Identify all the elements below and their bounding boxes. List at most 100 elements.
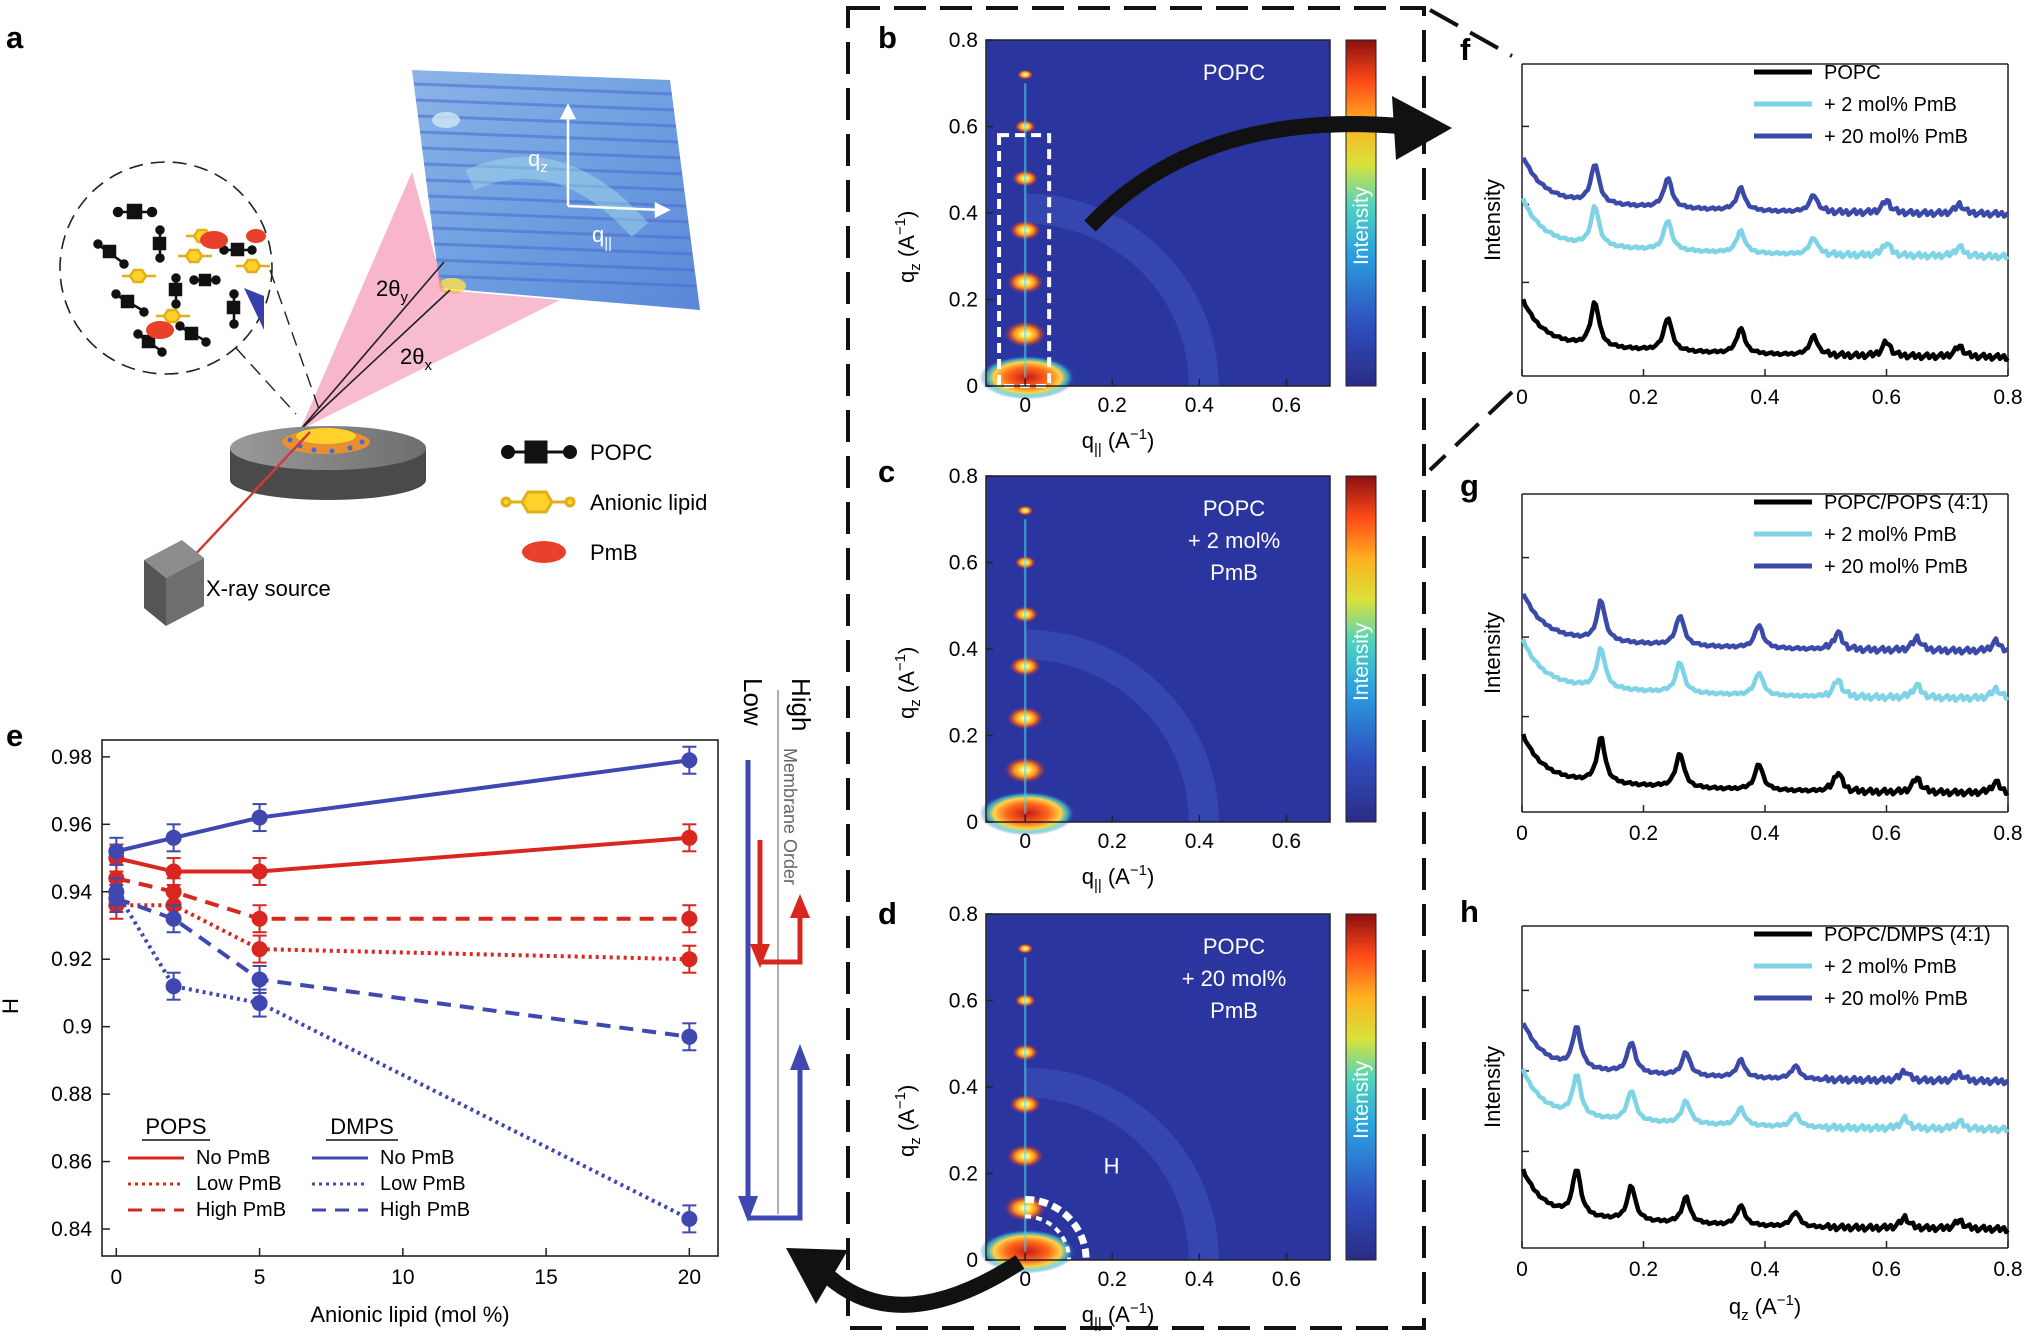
anionic-lipid-icon xyxy=(500,490,576,514)
map-b-title-line: POPC xyxy=(1203,60,1265,85)
map-b-colorbar-label: Intensity xyxy=(1350,186,1373,265)
panel-e-frame xyxy=(101,739,719,1257)
curved-arrow-d-to-order xyxy=(786,1248,1025,1313)
map-y-tick-label: 0.2 xyxy=(949,725,978,748)
profile-legend-label: + 20 mol% PmB xyxy=(1824,556,1968,578)
map-y-tick-label: 0.4 xyxy=(949,638,979,661)
e-series-line xyxy=(115,896,690,1039)
order-low-label: Low xyxy=(738,678,768,726)
xray-beam xyxy=(189,431,311,561)
e-series-line xyxy=(116,903,690,962)
e-y-tick-label: 0.88 xyxy=(51,1083,92,1106)
profile-x-tick-label: 0.6 xyxy=(1872,386,1901,409)
curved-arrow-b-to-f xyxy=(1084,96,1452,232)
map-c-ylabel: qz (A−1) xyxy=(892,647,924,719)
profile-x-tick-label: 0 xyxy=(1516,1258,1528,1281)
e-data-point xyxy=(681,1028,698,1045)
map-y-tick-label: 0.8 xyxy=(949,465,978,488)
profile-curve-2 xyxy=(1521,733,2010,798)
profile-x-tick-label: 0.4 xyxy=(1750,822,1780,845)
map-x-tick-label: 0.2 xyxy=(1098,1268,1127,1291)
profile-ylabel: Intensity xyxy=(1480,179,1505,261)
detector-screen xyxy=(412,70,700,310)
profile-legend-label: + 2 mol% PmB xyxy=(1824,94,1957,116)
e-legend-entry-label: Low PmB xyxy=(380,1173,466,1195)
map-y-tick-label: 0.6 xyxy=(949,116,978,139)
panel-h-profiles: 0 0.2 0.4 0.6 0.8 Intensity POPC/DMPS (4:1) + 2… xyxy=(1480,924,2023,1324)
profile-curve-1 xyxy=(1521,197,2010,262)
profile-x-tick-label: 0.6 xyxy=(1872,822,1901,845)
profile-curve-1 xyxy=(1521,1068,2010,1135)
e-y-tick-label: 0.96 xyxy=(51,813,92,836)
map-y-tick-label: 0 xyxy=(966,811,978,834)
panel-label-b: b xyxy=(878,20,897,55)
e-data-point xyxy=(108,890,125,907)
e-data-point xyxy=(165,978,182,995)
e-legend-entry-label: High PmB xyxy=(196,1199,286,1221)
scatter-cone-x xyxy=(300,290,560,430)
panel-label-g: g xyxy=(1460,468,1479,503)
profile-x-tick-label: 0.4 xyxy=(1750,386,1780,409)
map-y-tick-label: 0.4 xyxy=(949,1076,979,1099)
two-theta-y-label: 2θy xyxy=(376,276,408,306)
map-x-tick-label: 0.6 xyxy=(1272,394,1301,417)
map-y-tick-label: 0 xyxy=(966,1249,978,1272)
legend-pmb-label: PmB xyxy=(590,540,638,565)
profile-ylabel: Intensity xyxy=(1480,1046,1505,1128)
e-data-point xyxy=(681,752,698,769)
h-region-label: H xyxy=(1104,1154,1120,1179)
map-y-tick-label: 0.2 xyxy=(949,1163,978,1186)
e-xlabel: Anionic lipid (mol %) xyxy=(310,1302,509,1327)
map-y-tick-label: 0.6 xyxy=(949,552,978,575)
bragg-peak xyxy=(1017,505,1034,516)
map-x-tick-label: 0.4 xyxy=(1185,830,1215,853)
profile-curve-1 xyxy=(1521,638,2010,703)
e-legend-group-dmps: DMPS xyxy=(330,1114,394,1139)
profile-legend-label: POPC/DMPS (4:1) xyxy=(1824,924,1991,946)
e-data-point xyxy=(165,883,182,900)
two-theta-x-label: 2θx xyxy=(400,344,432,374)
qz-profiles: 0 0.2 0.4 0.6 0.8 Intensity POPC + 2 mol% PmB + … xyxy=(1480,62,2023,1324)
profile-legend-label: + 2 mol% PmB xyxy=(1824,956,1957,978)
panel-label-a: a xyxy=(6,20,24,55)
e-ylabel: H xyxy=(0,998,23,1014)
e-data-point xyxy=(251,971,268,988)
profile-x-tick-label: 0.2 xyxy=(1629,822,1658,845)
e-legend-entry-label: No PmB xyxy=(380,1147,454,1169)
panel-f-profiles: 0 0.2 0.4 0.6 0.8 Intensity POPC + 2 mol% PmB + … xyxy=(1480,62,2023,409)
membrane-order-indicator: Low High Membrane Order xyxy=(738,678,816,1222)
map-d-title-line: POPC xyxy=(1203,934,1265,959)
e-data-point xyxy=(681,1210,698,1227)
map-c-origin-spot xyxy=(979,791,1076,836)
panel-h-xlabel: qz (A−1) xyxy=(1729,1292,1801,1324)
map-d-title-line: + 20 mol% xyxy=(1182,966,1287,991)
e-data-point xyxy=(251,941,268,958)
map-x-tick-label: 0 xyxy=(1019,830,1031,853)
h-region-arc xyxy=(1025,1195,1090,1261)
map-b-origin-spot xyxy=(979,355,1076,400)
e-data-point xyxy=(251,863,268,880)
panel-label-d: d xyxy=(878,896,897,931)
map-d-colorbar xyxy=(1345,913,1377,1261)
panel-label-c: c xyxy=(878,454,895,489)
profile-x-tick-label: 0 xyxy=(1516,386,1528,409)
map-d: H POPC + 20 mol% PmB Intensity 0 0.2 0.4 0.6 0 0.2… xyxy=(892,903,1377,1332)
e-series-line xyxy=(114,890,691,1221)
map-x-tick-label: 0.4 xyxy=(1185,394,1215,417)
profile-x-tick-label: 0.8 xyxy=(1993,386,2022,409)
e-series-line xyxy=(115,835,690,874)
panel-label-f: f xyxy=(1460,32,1471,67)
profile-legend-label: + 20 mol% PmB xyxy=(1824,988,1968,1010)
e-y-tick-label: 0.98 xyxy=(51,746,92,769)
panel-labels: a b c d e f g h xyxy=(6,20,1479,931)
map-b: POPC Intensity 0 0.2 0.4 0.6 0 0.2 0.4 0.6 0.8 q|| … xyxy=(892,29,1377,458)
profile-x-tick-label: 0.2 xyxy=(1629,386,1658,409)
e-y-tick-label: 0.92 xyxy=(51,948,92,971)
profile-legend-label: POPC xyxy=(1824,62,1881,84)
map-x-tick-label: 0.2 xyxy=(1098,394,1127,417)
pmb-icon xyxy=(522,541,566,563)
e-data-point xyxy=(681,910,698,927)
map-x-tick-label: 0 xyxy=(1019,394,1031,417)
profile-x-tick-label: 0.8 xyxy=(1993,822,2022,845)
map-x-tick-label: 0.4 xyxy=(1185,1268,1215,1291)
